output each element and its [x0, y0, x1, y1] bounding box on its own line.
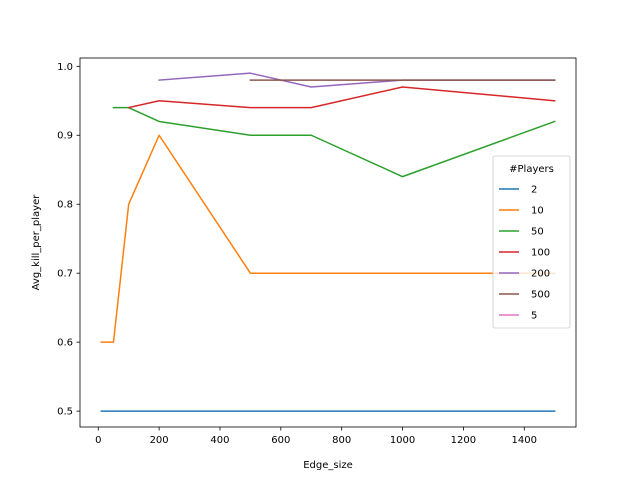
x-axis: 0 200 400 600 800 1000 1200 1400 [95, 427, 537, 446]
y-tick-label: 0.6 [57, 338, 73, 349]
legend-label-2: 2 [531, 185, 537, 196]
x-tick-label: 800 [332, 435, 351, 446]
legend-label-50: 50 [531, 227, 544, 238]
legend-label-100: 100 [531, 248, 550, 259]
y-tick-label: 0.7 [57, 269, 73, 280]
legend-label-5: 5 [531, 311, 537, 322]
legend-box [492, 155, 571, 329]
x-tick-label: 1400 [512, 435, 537, 446]
y-tick-label: 0.9 [57, 131, 73, 142]
series-line-100 [127, 86, 556, 109]
x-tick-label: 400 [210, 435, 229, 446]
legend-label-10: 10 [531, 206, 544, 217]
y-tick-label: 0.8 [57, 200, 73, 211]
y-tick-label: 1.0 [57, 62, 73, 73]
legend-label-200: 200 [531, 269, 550, 280]
y-tick-label: 0.5 [57, 407, 73, 418]
series-line-10 [100, 134, 556, 343]
series-layer [100, 72, 556, 412]
plot-area-frame [79, 57, 577, 428]
legend-label-500: 500 [531, 290, 550, 301]
x-tick-label: 1200 [451, 435, 476, 446]
legend-title: #Players [509, 164, 554, 175]
y-axis-label: Avg_kill_per_player [31, 194, 42, 291]
x-axis-label: Edge_size [303, 460, 353, 471]
x-tick-label: 0 [95, 435, 101, 446]
legend: #Players 2 10 50 100 200 500 5 [492, 155, 571, 329]
x-tick-label: 200 [150, 435, 169, 446]
x-tick-label: 600 [271, 435, 290, 446]
x-tick-label: 1000 [390, 435, 415, 446]
y-axis: 0.5 0.6 0.7 0.8 0.9 1.0 [57, 62, 80, 418]
